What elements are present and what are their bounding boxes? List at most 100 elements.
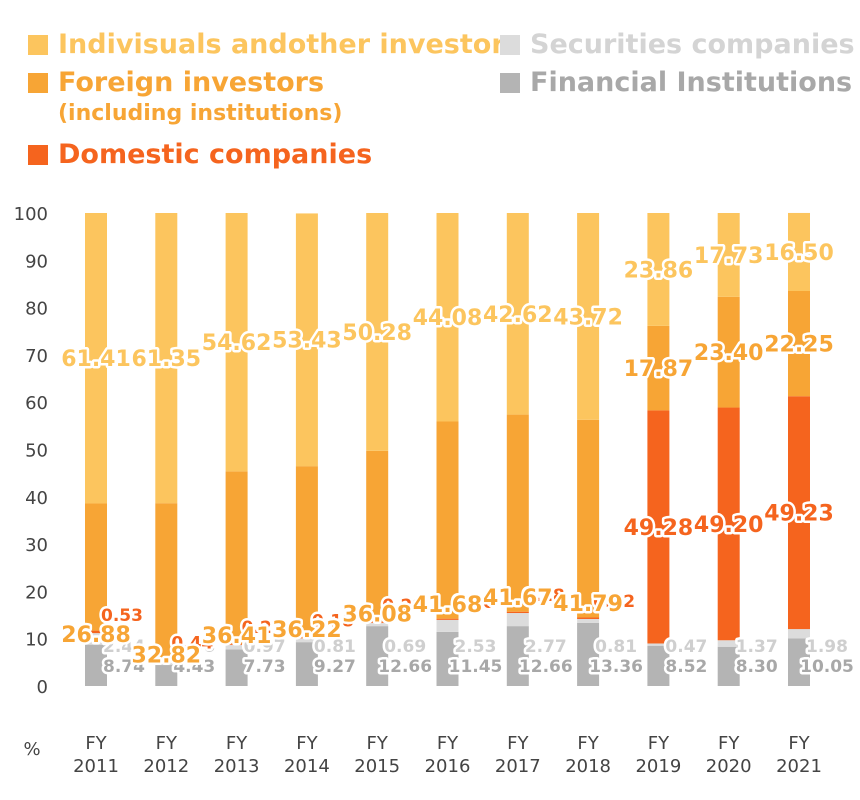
data-label-foreign: 36.22 [272, 618, 342, 643]
x-tick-label: FY [85, 733, 107, 754]
bar-segment-indivisuals-andother-investors [577, 213, 600, 420]
x-tick-label: 2014 [284, 756, 330, 777]
data-label-securities: 0.81 [314, 637, 356, 657]
data-label-financial: 8.52 [665, 657, 707, 677]
data-label-securities: 2.53 [455, 637, 497, 657]
data-label-financial: 12.66 [378, 657, 432, 677]
data-label-foreign: 41.67 [483, 586, 553, 611]
x-tick-label: FY [296, 733, 318, 754]
data-label-securities: 0.47 [665, 637, 707, 657]
bar-segment-financial-institutions [717, 646, 740, 686]
legend-swatch-domestic [28, 145, 48, 165]
y-tick-label: 30 [25, 535, 48, 556]
x-tick-label: 2012 [143, 756, 189, 777]
bar-segment-financial-institutions [366, 626, 389, 686]
bar-segment-financial-institutions [85, 644, 107, 686]
data-label-securities: 2.77 [525, 637, 567, 657]
bar-segment-financial-institutions [577, 622, 600, 686]
legend-item-individuals: Indivisuals andother investors [28, 28, 521, 62]
bar-segment-indivisuals-andother-investors [647, 213, 670, 326]
bar-segment-domestic-companies [436, 618, 459, 620]
data-label-foreign: 41.79 [553, 592, 623, 617]
data-label-domestic: 0.27 [242, 618, 284, 638]
bar-segment-domestic-companies [506, 611, 529, 614]
data-label-financial: 9.27 [314, 657, 356, 677]
bar-segment-foreign-investors [788, 290, 810, 397]
data-label-individuals: 23.86 [624, 258, 694, 283]
y-tick-label: 50 [25, 441, 48, 462]
data-label-foreign: 32.82 [132, 644, 202, 669]
data-label-domestic: 49.23 [764, 502, 834, 527]
bar-segment-domestic-companies [717, 407, 740, 641]
bar-segment-foreign-investors [577, 419, 600, 618]
data-label-domestic: 0.28 [523, 586, 565, 606]
y-tick-label: 100 [14, 204, 48, 225]
data-label-financial: 7.73 [244, 657, 286, 677]
x-tick-label: FY [226, 733, 248, 754]
bar-segment-securities-companies [85, 633, 107, 645]
data-label-financial: 13.36 [589, 657, 643, 677]
x-tick-label: 2011 [73, 756, 119, 777]
data-label-financial: 11.45 [449, 657, 503, 677]
x-tick-label: 2019 [635, 756, 681, 777]
data-label-domestic: 0.44 [171, 634, 213, 654]
bar-segment-financial-institutions [506, 626, 529, 686]
x-tick-label: 2017 [495, 756, 541, 777]
data-label-domestic: 0.29 [382, 596, 424, 616]
legend-swatch-foreign [28, 73, 48, 93]
x-tick-label: 2015 [354, 756, 400, 777]
bar-segment-domestic-companies [647, 410, 670, 644]
data-label-individuals: 61.41 [61, 347, 131, 372]
x-tick-label: FY [648, 733, 670, 754]
bar-segment-foreign-investors [85, 503, 107, 631]
bar-segment-foreign-investors [647, 325, 670, 411]
y-tick-label: 70 [25, 346, 48, 367]
y-tick-label: 20 [25, 582, 48, 603]
data-label-securities: 2.44 [103, 637, 145, 657]
bar-segment-foreign-investors [155, 503, 178, 659]
x-tick-label: FY [437, 733, 459, 754]
bar-segment-foreign-investors [436, 421, 459, 619]
data-label-foreign: 41.68 [413, 593, 483, 618]
bar-segment-financial-institutions [155, 665, 178, 686]
data-label-individuals: 61.35 [132, 347, 202, 372]
legend-label-financial: Financial Institutions [530, 67, 853, 98]
legend-sublabel-foreign: (including institutions) [58, 101, 343, 126]
data-label-individuals: 54.62 [202, 331, 272, 356]
bar-segment-foreign-investors [717, 296, 740, 408]
bar-segment-indivisuals-andother-investors [506, 213, 529, 415]
bar-segment-foreign-investors [506, 414, 529, 612]
legend-swatch-financial [500, 73, 520, 93]
bar-segment-securities-companies [717, 640, 740, 647]
bar-segment-securities-companies [366, 622, 389, 627]
x-tick-label: 2018 [565, 756, 611, 777]
legend-text-foreign: Foreign investors (including institution… [58, 66, 342, 128]
data-label-domestic: 49.20 [694, 513, 764, 538]
data-label-foreign: 36.41 [202, 624, 272, 649]
bar-segment-indivisuals-andother-investors [85, 213, 107, 504]
bar-segment-securities-companies [155, 660, 178, 666]
data-label-foreign: 23.40 [694, 341, 764, 366]
data-label-financial: 10.05 [800, 657, 854, 677]
y-tick-label: 80 [25, 299, 48, 320]
bar-segment-securities-companies [436, 619, 459, 632]
data-label-securities: 1.37 [736, 637, 778, 657]
bar-segment-securities-companies [577, 618, 600, 623]
bar-segment-foreign-investors [295, 466, 318, 638]
bar-segment-indivisuals-andother-investors [225, 213, 248, 472]
data-label-financial: 8.74 [103, 657, 145, 677]
data-label-financial: 4.43 [173, 657, 215, 677]
data-label-individuals: 43.72 [553, 305, 623, 330]
data-label-domestic: 0.32 [593, 592, 635, 612]
bar-segment-domestic-companies [155, 658, 178, 661]
data-label-securities: 0.96 [173, 637, 215, 657]
x-tick-label: FY [718, 733, 740, 754]
bar-segment-indivisuals-andother-investors [717, 213, 740, 297]
legend-label-domestic: Domestic companies [58, 139, 373, 170]
x-tick-label: FY [577, 733, 599, 754]
x-tick-label: 2013 [214, 756, 260, 777]
data-label-foreign: 26.88 [61, 623, 131, 648]
bar-segment-domestic-companies [366, 621, 389, 623]
bar-segment-securities-companies [506, 613, 529, 627]
